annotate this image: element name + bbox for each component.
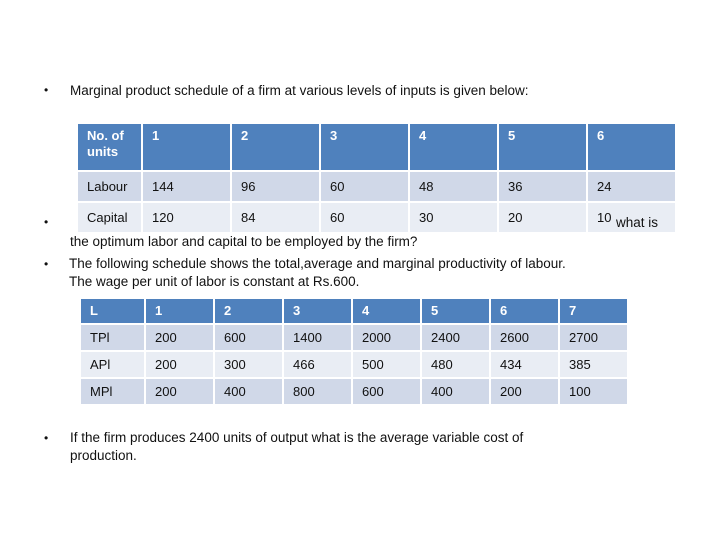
cell: 30: [410, 203, 497, 232]
cell: 48: [410, 172, 497, 201]
cell: 400: [422, 379, 489, 404]
cell: 96: [232, 172, 319, 201]
cell: 100: [560, 379, 627, 404]
cell: 466: [284, 352, 351, 377]
row-label: TPl: [81, 325, 144, 350]
table-header-row: L 1 2 3 4 5 6 7: [81, 299, 627, 323]
header-cell: 1: [146, 299, 213, 323]
header-cell: 1: [143, 124, 230, 170]
header-cell: 7: [560, 299, 627, 323]
bullet-marker: •: [44, 431, 49, 445]
cell: 84: [232, 203, 319, 232]
cell: 400: [215, 379, 282, 404]
q1-question-fragment: what is: [616, 215, 659, 230]
productivity-table-head: L 1 2 3 4 5 6 7: [81, 299, 627, 323]
cell: 480: [422, 352, 489, 377]
cell: 36: [499, 172, 586, 201]
row-label: MPl: [81, 379, 144, 404]
cell: 385: [560, 352, 627, 377]
table-row-apl: APl 200 300 466 500 480 434 385: [81, 352, 627, 377]
header-cell: 2: [232, 124, 319, 170]
cell: 2600: [491, 325, 558, 350]
cell: 60: [321, 172, 408, 201]
header-cell: 4: [410, 124, 497, 170]
cell: 24: [588, 172, 675, 201]
table-row-labour: Labour 144 96 60 48 36 24: [78, 172, 675, 201]
cell: 200: [146, 325, 213, 350]
table-row-mpl: MPl 200 400 800 600 400 200 100: [81, 379, 627, 404]
bullet-marker: •: [44, 83, 49, 97]
header-cell: 4: [353, 299, 420, 323]
cell: 200: [146, 379, 213, 404]
cell: 60: [321, 203, 408, 232]
header-cell: 3: [321, 124, 408, 170]
header-cell: 6: [588, 124, 675, 170]
cell: 600: [215, 325, 282, 350]
q3-text-line1: If the firm produces 2400 units of outpu…: [70, 430, 524, 445]
cell: 800: [284, 379, 351, 404]
header-cell: 5: [422, 299, 489, 323]
table-row-tpl: TPl 200 600 1400 2000 2400 2600 2700: [81, 325, 627, 350]
cell: 144: [143, 172, 230, 201]
cell: 120: [143, 203, 230, 232]
marginal-product-table: No. of units 1 2 3 4 5 6 Labour 144 96 6…: [76, 122, 677, 234]
header-cell: 2: [215, 299, 282, 323]
row-label: Labour: [78, 172, 141, 201]
table-row-capital: Capital 120 84 60 30 20 10: [78, 203, 675, 232]
q2-intro-line2: The wage per unit of labor is constant a…: [69, 274, 360, 289]
header-cell: 6: [491, 299, 558, 323]
row-label: APl: [81, 352, 144, 377]
bullet-marker: •: [44, 215, 49, 229]
productivity-table: L 1 2 3 4 5 6 7 TPl 200 600 1400 2000 24…: [79, 297, 629, 406]
cell: 600: [353, 379, 420, 404]
cell: 300: [215, 352, 282, 377]
header-cell: 5: [499, 124, 586, 170]
header-cell-L: L: [81, 299, 144, 323]
table-header-row: No. of units 1 2 3 4 5 6: [78, 124, 675, 170]
cell: 2700: [560, 325, 627, 350]
q1-intro-text: Marginal product schedule of a firm at v…: [70, 83, 529, 98]
marginal-product-table-head: No. of units 1 2 3 4 5 6: [78, 124, 675, 170]
cell: 500: [353, 352, 420, 377]
marginal-product-table-body: Labour 144 96 60 48 36 24 Capital 120 84…: [78, 172, 675, 232]
q2-intro-line1: The following schedule shows the total,a…: [69, 256, 566, 271]
q3-text-line2: production.: [70, 448, 137, 463]
cell: 200: [146, 352, 213, 377]
cell: 200: [491, 379, 558, 404]
cell: 434: [491, 352, 558, 377]
cell: 2000: [353, 325, 420, 350]
bullet-marker: •: [44, 257, 49, 271]
cell: 20: [499, 203, 586, 232]
cell: 10: [588, 203, 675, 232]
cell: 1400: [284, 325, 351, 350]
header-cell: 3: [284, 299, 351, 323]
productivity-table-body: TPl 200 600 1400 2000 2400 2600 2700 APl…: [81, 325, 627, 404]
row-label: Capital: [78, 203, 141, 232]
q1-question-line2: the optimum labor and capital to be empl…: [70, 234, 418, 249]
header-cell-units: No. of units: [78, 124, 141, 170]
cell: 2400: [422, 325, 489, 350]
